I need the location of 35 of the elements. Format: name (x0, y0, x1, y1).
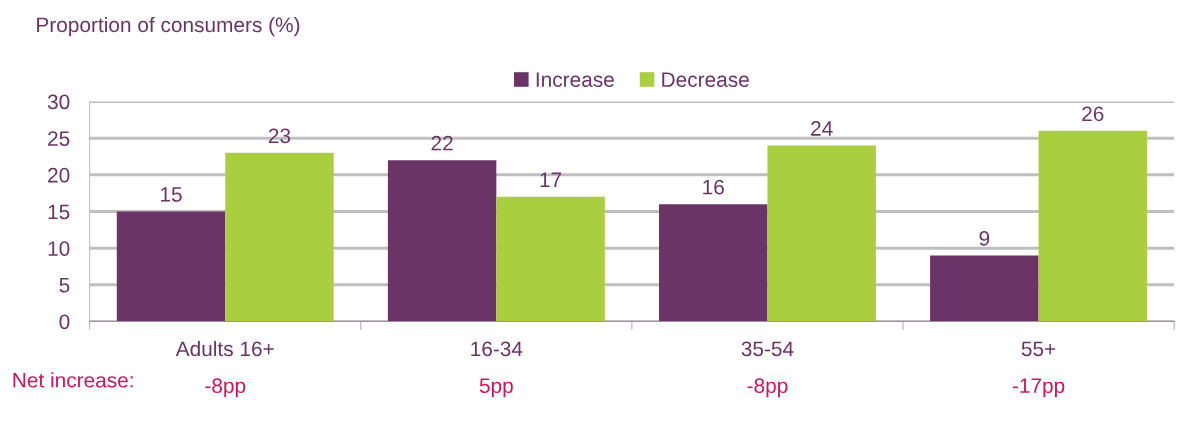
y-tick-label: 5 (59, 278, 70, 293)
y-tick-label: 30 (47, 94, 70, 110)
data-label: 24 (811, 121, 833, 136)
x-tick-label: 55+ (1021, 341, 1056, 357)
bar (930, 255, 1039, 322)
bar (496, 196, 605, 322)
legend-label: Decrease (662, 72, 749, 87)
bar (659, 204, 768, 322)
y-tick-label: 25 (48, 131, 70, 146)
legend-label: Increase (536, 72, 614, 87)
x-tick-label: 35-54 (741, 341, 794, 357)
x-tick-label: 16-34 (471, 341, 523, 357)
data-label: 17 (540, 172, 562, 187)
bar (116, 211, 226, 322)
bar (225, 152, 334, 322)
text: -8pp (205, 378, 246, 398)
data-label: 23 (268, 128, 291, 144)
bar (1038, 130, 1147, 322)
text: -8pp (747, 378, 788, 398)
y-tick-label: 0 (59, 314, 70, 330)
y-axis-title: Proportion of consumers (%) (37, 16, 300, 37)
text: Net increase: (13, 372, 133, 388)
data-label: 9 (979, 231, 990, 246)
text: -17pp (1012, 378, 1065, 398)
data-label: 15 (161, 187, 182, 202)
bar (767, 145, 876, 322)
y-tick-label: 20 (48, 167, 70, 183)
bar (387, 160, 497, 322)
data-label: 22 (431, 135, 453, 151)
y-tick-label: 10 (48, 241, 70, 256)
y-tick-label: 15 (48, 204, 70, 220)
x-tick-label: Adults 16+ (175, 340, 274, 357)
text: 5pp (479, 378, 513, 398)
data-label: 16 (703, 179, 724, 195)
data-label: 26 (1082, 106, 1104, 122)
